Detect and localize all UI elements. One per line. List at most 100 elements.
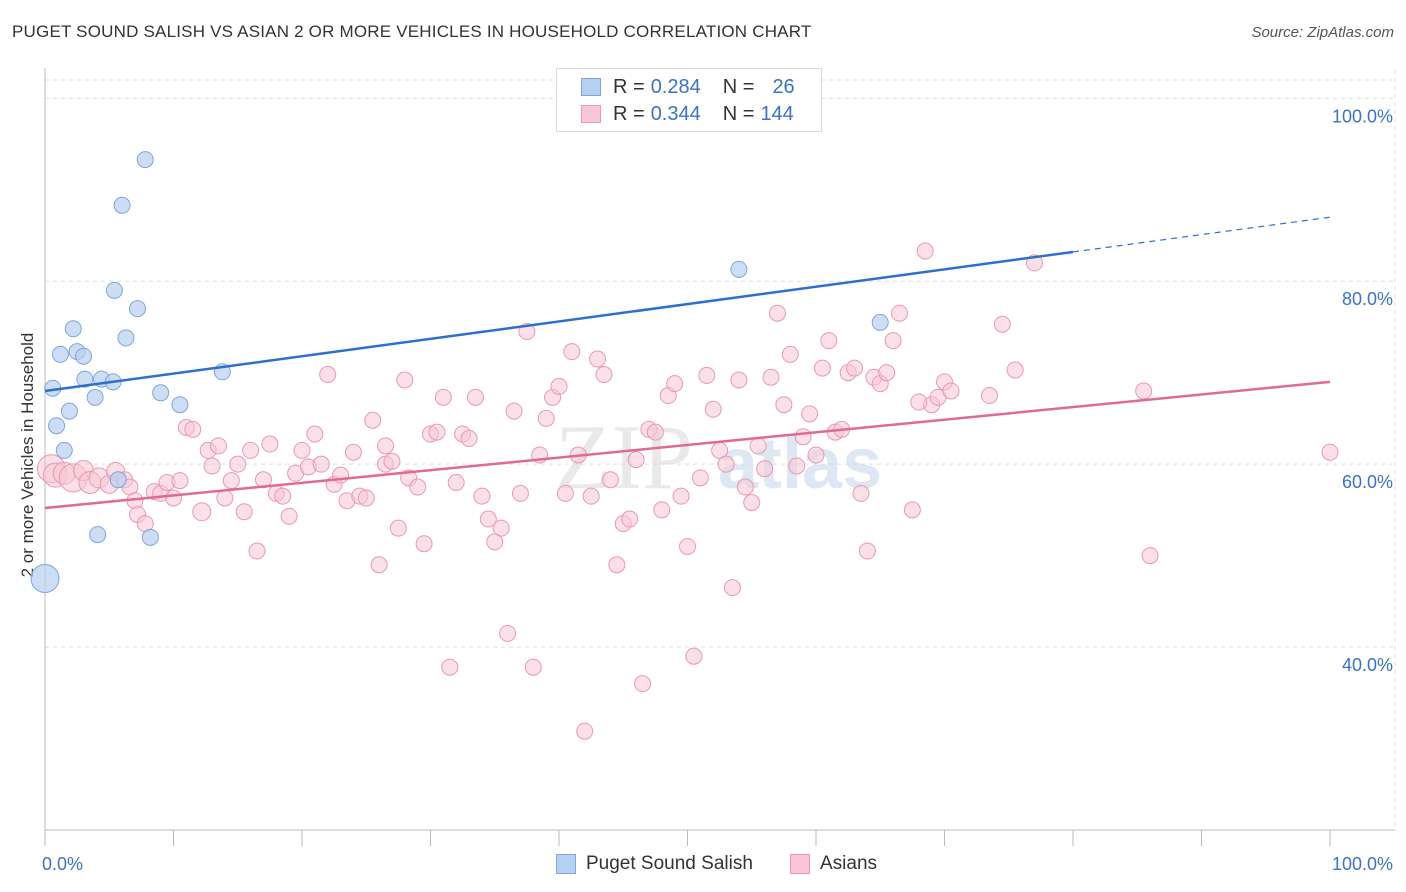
- asians-point: [492, 519, 510, 537]
- asians-point: [370, 556, 388, 574]
- asians-point: [319, 366, 337, 384]
- asians-point: [891, 304, 909, 322]
- asians-point: [203, 457, 221, 475]
- asians-point: [846, 359, 864, 377]
- salish-trend-extension: [1072, 216, 1331, 253]
- asians-point: [235, 503, 253, 521]
- asians-point: [505, 402, 523, 420]
- asians-point: [910, 393, 928, 411]
- asians-point: [1006, 361, 1024, 379]
- asians-point: [550, 377, 568, 395]
- asians-point: [537, 409, 555, 427]
- legend-r-label: R =: [613, 102, 645, 125]
- asians-point: [473, 487, 491, 505]
- asians-point: [1135, 382, 1153, 400]
- asians-point: [627, 451, 645, 469]
- asians-point: [466, 388, 484, 406]
- asians-point: [524, 658, 542, 676]
- chart-source: Source: ZipAtlas.com: [1251, 24, 1394, 41]
- asians-point: [229, 455, 247, 473]
- asians-point: [576, 722, 594, 740]
- asians-point: [685, 647, 703, 665]
- asians-point: [743, 494, 761, 512]
- asians-point: [768, 304, 786, 322]
- asians-point: [556, 484, 574, 502]
- asians-point: [383, 452, 401, 470]
- asians-point: [916, 242, 934, 260]
- asians-point: [192, 502, 212, 522]
- asians-point: [646, 423, 664, 441]
- asians-point: [364, 411, 382, 429]
- asians-point: [357, 489, 375, 507]
- asians-point: [730, 371, 748, 389]
- asians-point: [312, 455, 330, 473]
- asians-point: [807, 446, 825, 464]
- y-tick-label: 40.0%: [1342, 655, 1393, 675]
- x-tick-label-min: 0.0%: [42, 854, 83, 874]
- salish-point: [48, 417, 66, 435]
- asians-point: [672, 487, 690, 505]
- tick-labels: 40.0% 60.0% 80.0% 100.0% 0.0% 100.0%: [42, 106, 1393, 874]
- y-tick-label: 100.0%: [1332, 106, 1393, 126]
- salish-point: [89, 526, 107, 544]
- salish-point: [730, 260, 748, 278]
- salish-trend-line: [44, 250, 1074, 393]
- legend-n-label: N =: [722, 102, 755, 125]
- asians-point: [563, 343, 581, 361]
- asians-point: [794, 428, 812, 446]
- asians-point: [216, 489, 234, 507]
- asians-point: [608, 556, 626, 574]
- salish-point: [109, 471, 127, 489]
- salish-points: [30, 151, 889, 593]
- salish-point: [136, 151, 154, 169]
- bottom-legend-label-salish: Puget Sound Salish: [586, 853, 753, 874]
- legend-swatch-asians: [581, 105, 601, 123]
- asians-point: [441, 658, 459, 676]
- legend-r-value-salish: 0.284: [650, 75, 701, 98]
- salish-point: [76, 370, 94, 388]
- bottom-legend-label-asians: Asians: [820, 853, 878, 874]
- bottom-legend-asians: Asians: [790, 852, 877, 876]
- asians-point: [666, 375, 684, 393]
- asians-point: [775, 396, 793, 414]
- asians-point: [1141, 547, 1159, 565]
- salish-point: [141, 528, 159, 546]
- bottom-legend-swatch-salish: [556, 854, 576, 874]
- legend-r-label: R =: [613, 75, 645, 98]
- asians-point: [434, 388, 452, 406]
- asians-point: [704, 400, 722, 418]
- asians-point: [653, 501, 671, 519]
- asians-point: [634, 675, 652, 693]
- asians-point: [293, 441, 311, 459]
- stats-legend: R = 0.284 N = 26 R = 0.344 N = 144: [556, 68, 822, 132]
- asians-point: [723, 579, 741, 597]
- asians-trend-line: [44, 380, 1331, 510]
- asians-point: [447, 473, 465, 491]
- asians-point: [499, 624, 517, 642]
- asians-point: [511, 484, 529, 502]
- asians-point: [903, 501, 921, 519]
- salish-point: [55, 441, 73, 459]
- asians-point: [274, 487, 292, 505]
- salish-point: [75, 347, 93, 365]
- asians-point: [396, 371, 414, 389]
- axes: [44, 68, 1395, 846]
- asians-point: [222, 472, 240, 490]
- asians-point: [788, 457, 806, 475]
- salish-point: [51, 345, 69, 363]
- asians-point: [280, 507, 298, 525]
- asians-point: [993, 315, 1011, 333]
- legend-swatch-salish: [581, 78, 601, 96]
- asians-point: [1321, 443, 1339, 461]
- asians-point: [248, 542, 266, 560]
- asians-point: [486, 533, 504, 551]
- asians-point: [756, 460, 774, 478]
- salish-point: [60, 402, 78, 420]
- asians-point: [601, 471, 619, 489]
- salish-point: [30, 563, 60, 593]
- asians-point: [595, 366, 613, 384]
- asians-point: [184, 420, 202, 438]
- bottom-legend-salish: Puget Sound Salish: [556, 852, 753, 876]
- salish-point: [171, 396, 189, 414]
